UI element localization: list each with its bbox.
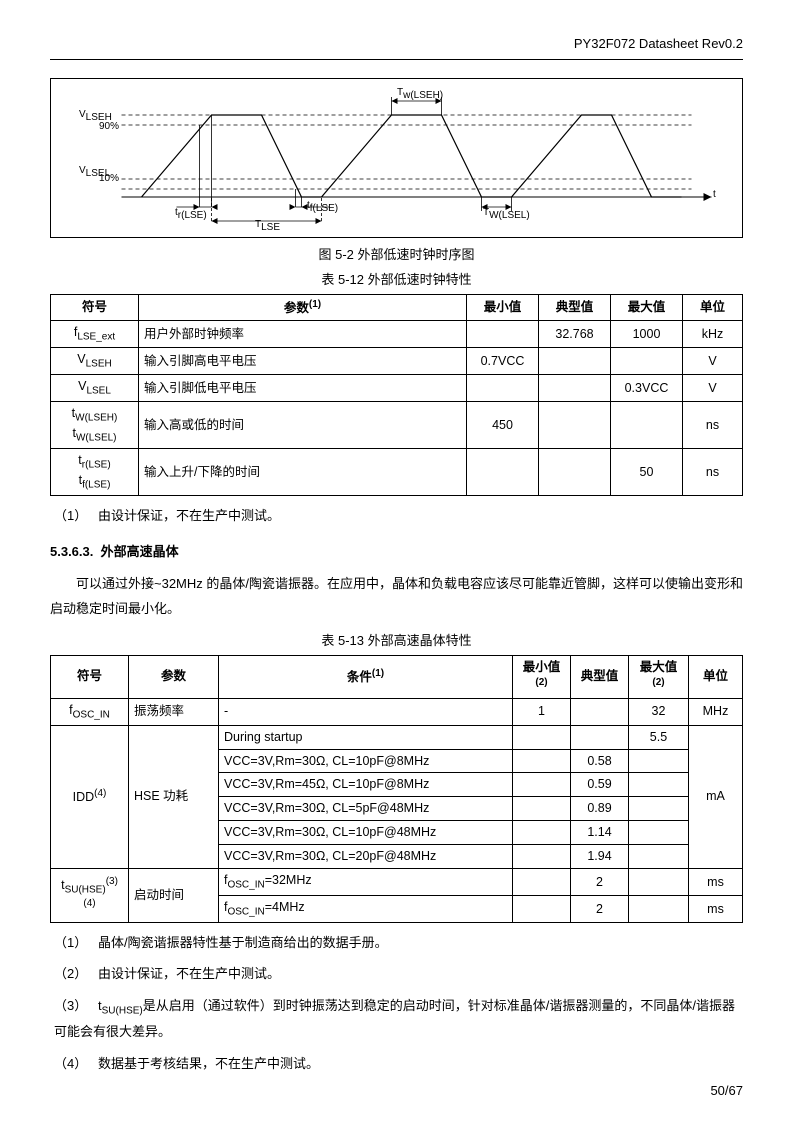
table-header-row: 符号 参数 条件(1) 最小值(2) 典型值 最大值(2) 单位	[51, 655, 743, 698]
timing-diagram: VLSEH 90% VLSEL 10% Tw(LSEH) TW(LSEL) tr…	[50, 78, 743, 238]
section-heading: 5.3.6.3. 外部高速晶体	[50, 541, 743, 560]
doc-header: PY32F072 Datasheet Rev0.2	[50, 36, 743, 51]
diag-90: 90%	[99, 121, 119, 132]
diag-10: 10%	[99, 173, 119, 184]
diagram-svg	[51, 79, 742, 237]
table-row: VLSEH 输入引脚高电平电压 0.7VCCV	[51, 348, 743, 375]
diag-vlseh: V	[79, 109, 86, 120]
table2-caption: 表 5-13 外部高速晶体特性	[50, 630, 743, 649]
table2-note-3: （3）tSU(HSE)是从启用（通过软件）到时钟振荡达到稳定的启动时间，针对标准…	[54, 994, 743, 1044]
page-number: 50/67	[710, 1083, 743, 1098]
table-row: tW(LSEH)tW(LSEL) 输入高或低的时间 450ns	[51, 402, 743, 449]
table2-note-4: （4）数据基于考核结果，不在生产中测试。	[54, 1052, 743, 1075]
figure-caption: 图 5-2 外部低速时钟时序图	[50, 244, 743, 263]
table1-note: （1）由设计保证，不在生产中测试。	[54, 504, 743, 527]
table-row: IDD(4) HSE 功耗 During startup 5.5 mA	[51, 725, 743, 749]
table-5-12: 符号 参数(1) 最小值 典型值 最大值 单位 fLSE_ext 用户外部时钟频…	[50, 294, 743, 496]
table-row: tSU(HSE)(3) (4) 启动时间 fOSC_IN=32MHz 2ms	[51, 868, 743, 895]
table-row: fLSE_ext 用户外部时钟频率 32.7681000kHz	[51, 321, 743, 348]
header-rule	[50, 59, 743, 60]
table2-note-1: （1）晶体/陶瓷谐振器特性基于制造商给出的数据手册。	[54, 931, 743, 954]
table-row: fOSC_IN 振荡频率 - 132MHz	[51, 698, 743, 725]
table1-caption: 表 5-12 外部低速时钟特性	[50, 269, 743, 288]
paragraph: 可以通过外接~32MHz 的晶体/陶瓷谐振器。在应用中，晶体和负载电容应该尽可能…	[50, 572, 743, 621]
table-header-row: 符号 参数(1) 最小值 典型值 最大值 单位	[51, 295, 743, 321]
table-5-13: 符号 参数 条件(1) 最小值(2) 典型值 最大值(2) 单位 fOSC_IN…	[50, 655, 743, 923]
table2-note-2: （2）由设计保证，不在生产中测试。	[54, 962, 743, 985]
diag-vlsel: V	[79, 165, 86, 176]
table-row: VLSEL 输入引脚低电平电压 0.3VCCV	[51, 375, 743, 402]
table-row: tr(LSE)tf(LSE) 输入上升/下降的时间 50ns	[51, 449, 743, 496]
